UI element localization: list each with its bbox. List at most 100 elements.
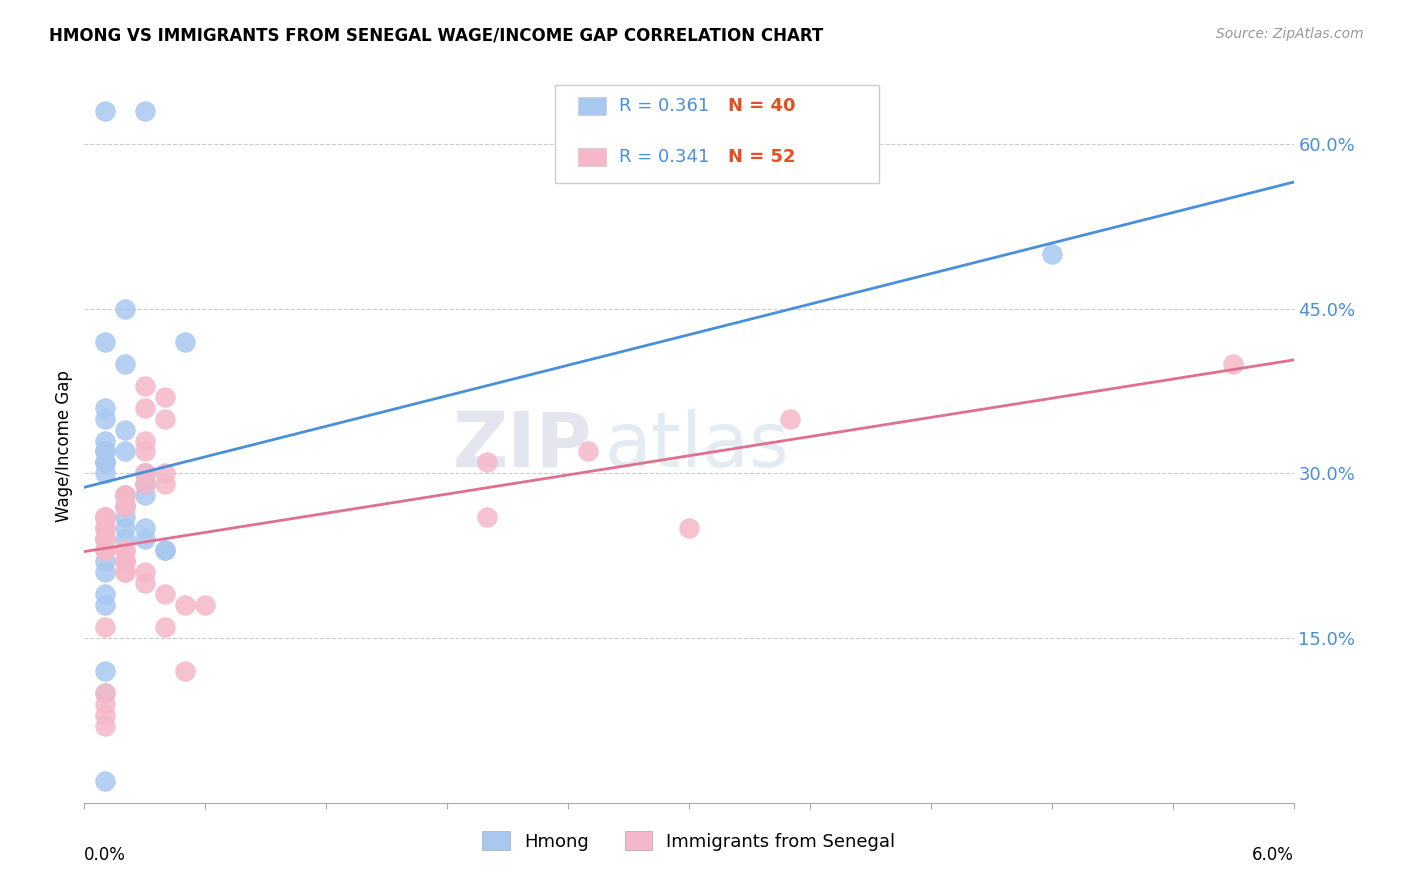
Point: [114, 488, 136, 502]
Point: [134, 467, 156, 481]
Point: [114, 543, 136, 558]
Point: [93, 455, 115, 469]
Point: [779, 411, 801, 425]
Point: [93, 697, 115, 711]
Text: HMONG VS IMMIGRANTS FROM SENEGAL WAGE/INCOME GAP CORRELATION CHART: HMONG VS IMMIGRANTS FROM SENEGAL WAGE/IN…: [49, 27, 824, 45]
Point: [174, 334, 197, 349]
Point: [174, 598, 197, 612]
Point: [93, 686, 115, 700]
Point: [134, 467, 156, 481]
Point: [134, 566, 156, 580]
Point: [93, 554, 115, 568]
Point: [114, 533, 136, 547]
Point: [93, 719, 115, 733]
Point: [134, 576, 156, 591]
Point: [576, 444, 599, 458]
Point: [114, 500, 136, 514]
Point: [93, 543, 115, 558]
Point: [93, 533, 115, 547]
Point: [134, 401, 156, 415]
Point: [134, 521, 156, 535]
Point: [93, 411, 115, 425]
Point: [114, 566, 136, 580]
Point: [153, 411, 176, 425]
Point: [93, 521, 115, 535]
Point: [194, 598, 217, 612]
Point: [114, 488, 136, 502]
Point: [114, 554, 136, 568]
Point: [153, 390, 176, 404]
Point: [93, 401, 115, 415]
Point: [114, 500, 136, 514]
Point: [114, 554, 136, 568]
Text: atlas: atlas: [605, 409, 789, 483]
Point: [93, 587, 115, 601]
Point: [114, 357, 136, 371]
Point: [174, 664, 197, 678]
Point: [114, 500, 136, 514]
Point: [114, 444, 136, 458]
Point: [134, 488, 156, 502]
Point: [93, 334, 115, 349]
Point: [93, 686, 115, 700]
Point: [93, 434, 115, 448]
Point: [93, 620, 115, 634]
Point: [93, 521, 115, 535]
Point: [134, 533, 156, 547]
Point: [134, 467, 156, 481]
Point: [678, 521, 700, 535]
Point: [134, 477, 156, 491]
Point: [153, 477, 176, 491]
Point: [134, 477, 156, 491]
Point: [1040, 247, 1063, 261]
Point: [134, 104, 156, 119]
Point: [134, 434, 156, 448]
Point: [134, 467, 156, 481]
Point: [114, 423, 136, 437]
Point: [153, 543, 176, 558]
Point: [93, 543, 115, 558]
Point: [134, 444, 156, 458]
Point: [114, 543, 136, 558]
Text: 0.0%: 0.0%: [84, 846, 127, 863]
Point: [93, 664, 115, 678]
Point: [93, 455, 115, 469]
Point: [114, 566, 136, 580]
Point: [134, 477, 156, 491]
Text: N = 52: N = 52: [728, 148, 796, 166]
Point: [93, 444, 115, 458]
Y-axis label: Wage/Income Gap: Wage/Income Gap: [55, 370, 73, 522]
Point: [477, 510, 499, 524]
Text: N = 40: N = 40: [728, 97, 796, 115]
Point: [134, 378, 156, 392]
Point: [93, 598, 115, 612]
Point: [477, 455, 499, 469]
Point: [153, 543, 176, 558]
Point: [114, 510, 136, 524]
Text: ZIP: ZIP: [453, 409, 592, 483]
Point: [93, 467, 115, 481]
Point: [93, 533, 115, 547]
Point: [114, 554, 136, 568]
Point: [93, 510, 115, 524]
Point: [153, 587, 176, 601]
Point: [153, 620, 176, 634]
Point: [153, 467, 176, 481]
Point: [93, 455, 115, 469]
Point: [114, 554, 136, 568]
Point: [114, 301, 136, 316]
Point: [93, 533, 115, 547]
Text: Source: ZipAtlas.com: Source: ZipAtlas.com: [1216, 27, 1364, 41]
Point: [93, 521, 115, 535]
Text: R = 0.341: R = 0.341: [619, 148, 709, 166]
Point: [93, 510, 115, 524]
Point: [114, 521, 136, 535]
Point: [93, 104, 115, 119]
Legend: Hmong, Immigrants from Senegal: Hmong, Immigrants from Senegal: [475, 824, 903, 858]
Point: [93, 510, 115, 524]
Point: [93, 566, 115, 580]
Point: [93, 708, 115, 723]
Text: 6.0%: 6.0%: [1251, 846, 1294, 863]
Point: [93, 444, 115, 458]
Point: [1222, 357, 1244, 371]
